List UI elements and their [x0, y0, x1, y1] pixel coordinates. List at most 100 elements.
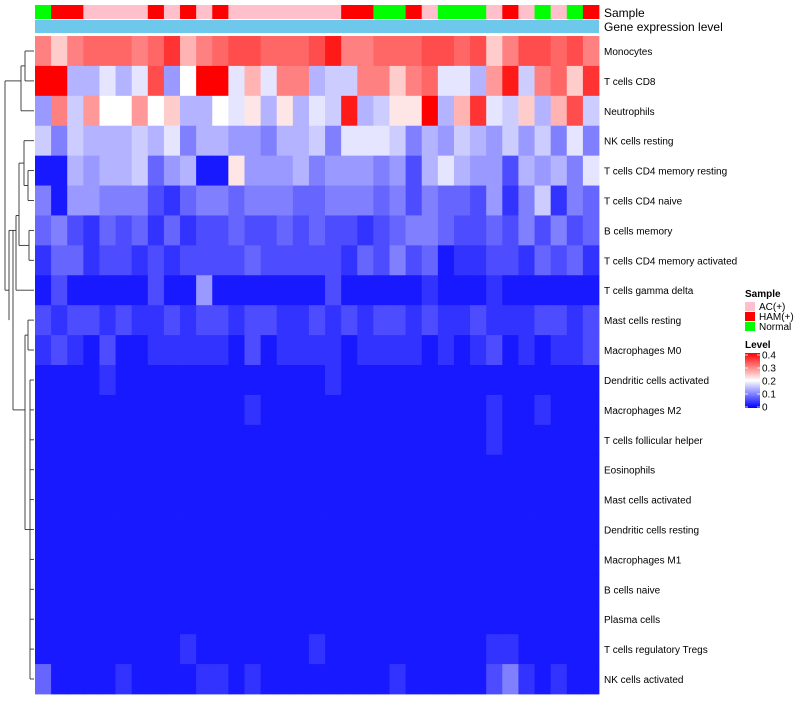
heatmap-cell: [373, 275, 390, 306]
heatmap-cell: [582, 245, 600, 276]
heatmap-cell: [534, 664, 552, 695]
heatmap-cell: [212, 335, 229, 366]
heatmap-cell: [421, 36, 439, 67]
heatmap-cell: [244, 215, 261, 246]
heatmap-cell: [228, 335, 245, 366]
legend-level-tick-label: 0.4: [762, 351, 776, 362]
heatmap-cell: [486, 604, 503, 635]
heatmap-cell: [341, 514, 358, 545]
heatmap-cell: [357, 604, 374, 635]
heatmap-cell: [486, 155, 503, 186]
heatmap-cell: [308, 125, 326, 157]
heatmap-cell: [582, 215, 600, 246]
heatmap-cell: [421, 454, 439, 486]
heatmap-cell: [67, 65, 84, 97]
heatmap-cell: [534, 514, 552, 545]
row-labels: Monocytes T cells CD8 Neutrophils NK cells …: [604, 47, 737, 686]
heatmap-cell: [341, 185, 358, 216]
heatmap-cell: [35, 65, 52, 97]
heatmap-cell: [437, 155, 455, 186]
heatmap-cell: [228, 544, 245, 575]
heatmap-cell: [373, 36, 390, 67]
heatmap-cell: [341, 155, 358, 186]
sample-annotation-cell: [470, 5, 487, 19]
heatmap-cell: [180, 664, 197, 695]
sample-annotation-cell: [486, 5, 503, 19]
heatmap-cell: [373, 365, 390, 396]
heatmap-cell: [453, 36, 471, 67]
heatmap-cell: [51, 574, 68, 605]
heatmap-cell: [163, 215, 181, 246]
heatmap-cell: [421, 305, 439, 336]
heatmap-cell: [357, 634, 374, 665]
heatmap-cell: [453, 484, 471, 515]
heatmap-cell: [163, 65, 181, 97]
sample-annotation-cell: [180, 5, 197, 19]
heatmap-cell: [51, 95, 68, 127]
heatmap-cell: [502, 155, 519, 186]
heatmap-cell: [341, 335, 358, 366]
heatmap-cell: [260, 365, 278, 396]
heatmap-cell: [276, 185, 294, 216]
heatmap-cells: [35, 36, 600, 695]
sample-annotation-cell: [131, 5, 149, 19]
heatmap-cell: [212, 394, 229, 426]
heatmap-cell: [147, 65, 165, 97]
heatmap-cell: [550, 514, 568, 545]
heatmap-cell: [405, 65, 423, 97]
heatmap-cell: [550, 335, 568, 366]
heatmap-cell: [35, 574, 52, 605]
heatmap-cell: [244, 95, 261, 127]
heatmap-cell: [147, 335, 165, 366]
heatmap-cell: [260, 514, 278, 545]
heatmap-cell: [550, 95, 568, 127]
heatmap-cell: [550, 36, 568, 67]
heatmap-cell: [486, 335, 503, 366]
heatmap-cell: [582, 185, 600, 216]
heatmap-cell: [405, 424, 423, 456]
heatmap-cell: [99, 394, 116, 426]
heatmap-cell: [276, 664, 294, 695]
heatmap-cell: [131, 155, 149, 186]
heatmap-cell: [115, 305, 133, 336]
heatmap-cell: [566, 365, 584, 396]
heatmap-cell: [325, 454, 342, 486]
heatmap-cell: [51, 394, 68, 426]
heatmap-cell: [389, 574, 407, 605]
heatmap-cell: [115, 365, 133, 396]
heatmap-cell: [196, 424, 213, 456]
heatmap-cell: [582, 365, 600, 396]
heatmap-cell: [131, 484, 149, 515]
heatmap-cell: [260, 305, 278, 336]
heatmap-cell: [212, 245, 229, 276]
heatmap-cell: [196, 185, 213, 216]
heatmap-cell: [453, 245, 471, 276]
heatmap-cell: [325, 245, 342, 276]
heatmap-cell: [518, 125, 535, 157]
heatmap-cell: [99, 604, 116, 635]
heatmap-cell: [99, 65, 116, 97]
heatmap-cell: [550, 484, 568, 515]
heatmap-cell: [534, 484, 552, 515]
heatmap-cell: [405, 394, 423, 426]
heatmap-cell: [325, 335, 342, 366]
heatmap-cell: [582, 155, 600, 186]
heatmap-cell: [67, 664, 84, 695]
heatmap-cell: [325, 424, 342, 456]
heatmap-cell: [308, 634, 326, 665]
heatmap-cell: [147, 664, 165, 695]
heatmap-cell: [470, 574, 487, 605]
heatmap-cell: [389, 634, 407, 665]
heatmap-cell: [405, 215, 423, 246]
heatmap-cell: [276, 604, 294, 635]
heatmap-cell: [115, 454, 133, 486]
heatmap-cell: [228, 454, 245, 486]
heatmap-cell: [486, 634, 503, 665]
legend-sample-label: Normal: [759, 322, 791, 333]
heatmap-cell: [212, 215, 229, 246]
heatmap-cell: [357, 95, 374, 127]
heatmap-cell: [405, 574, 423, 605]
heatmap-cell: [550, 424, 568, 456]
heatmap-cell: [437, 365, 455, 396]
heatmap-cell: [341, 454, 358, 486]
